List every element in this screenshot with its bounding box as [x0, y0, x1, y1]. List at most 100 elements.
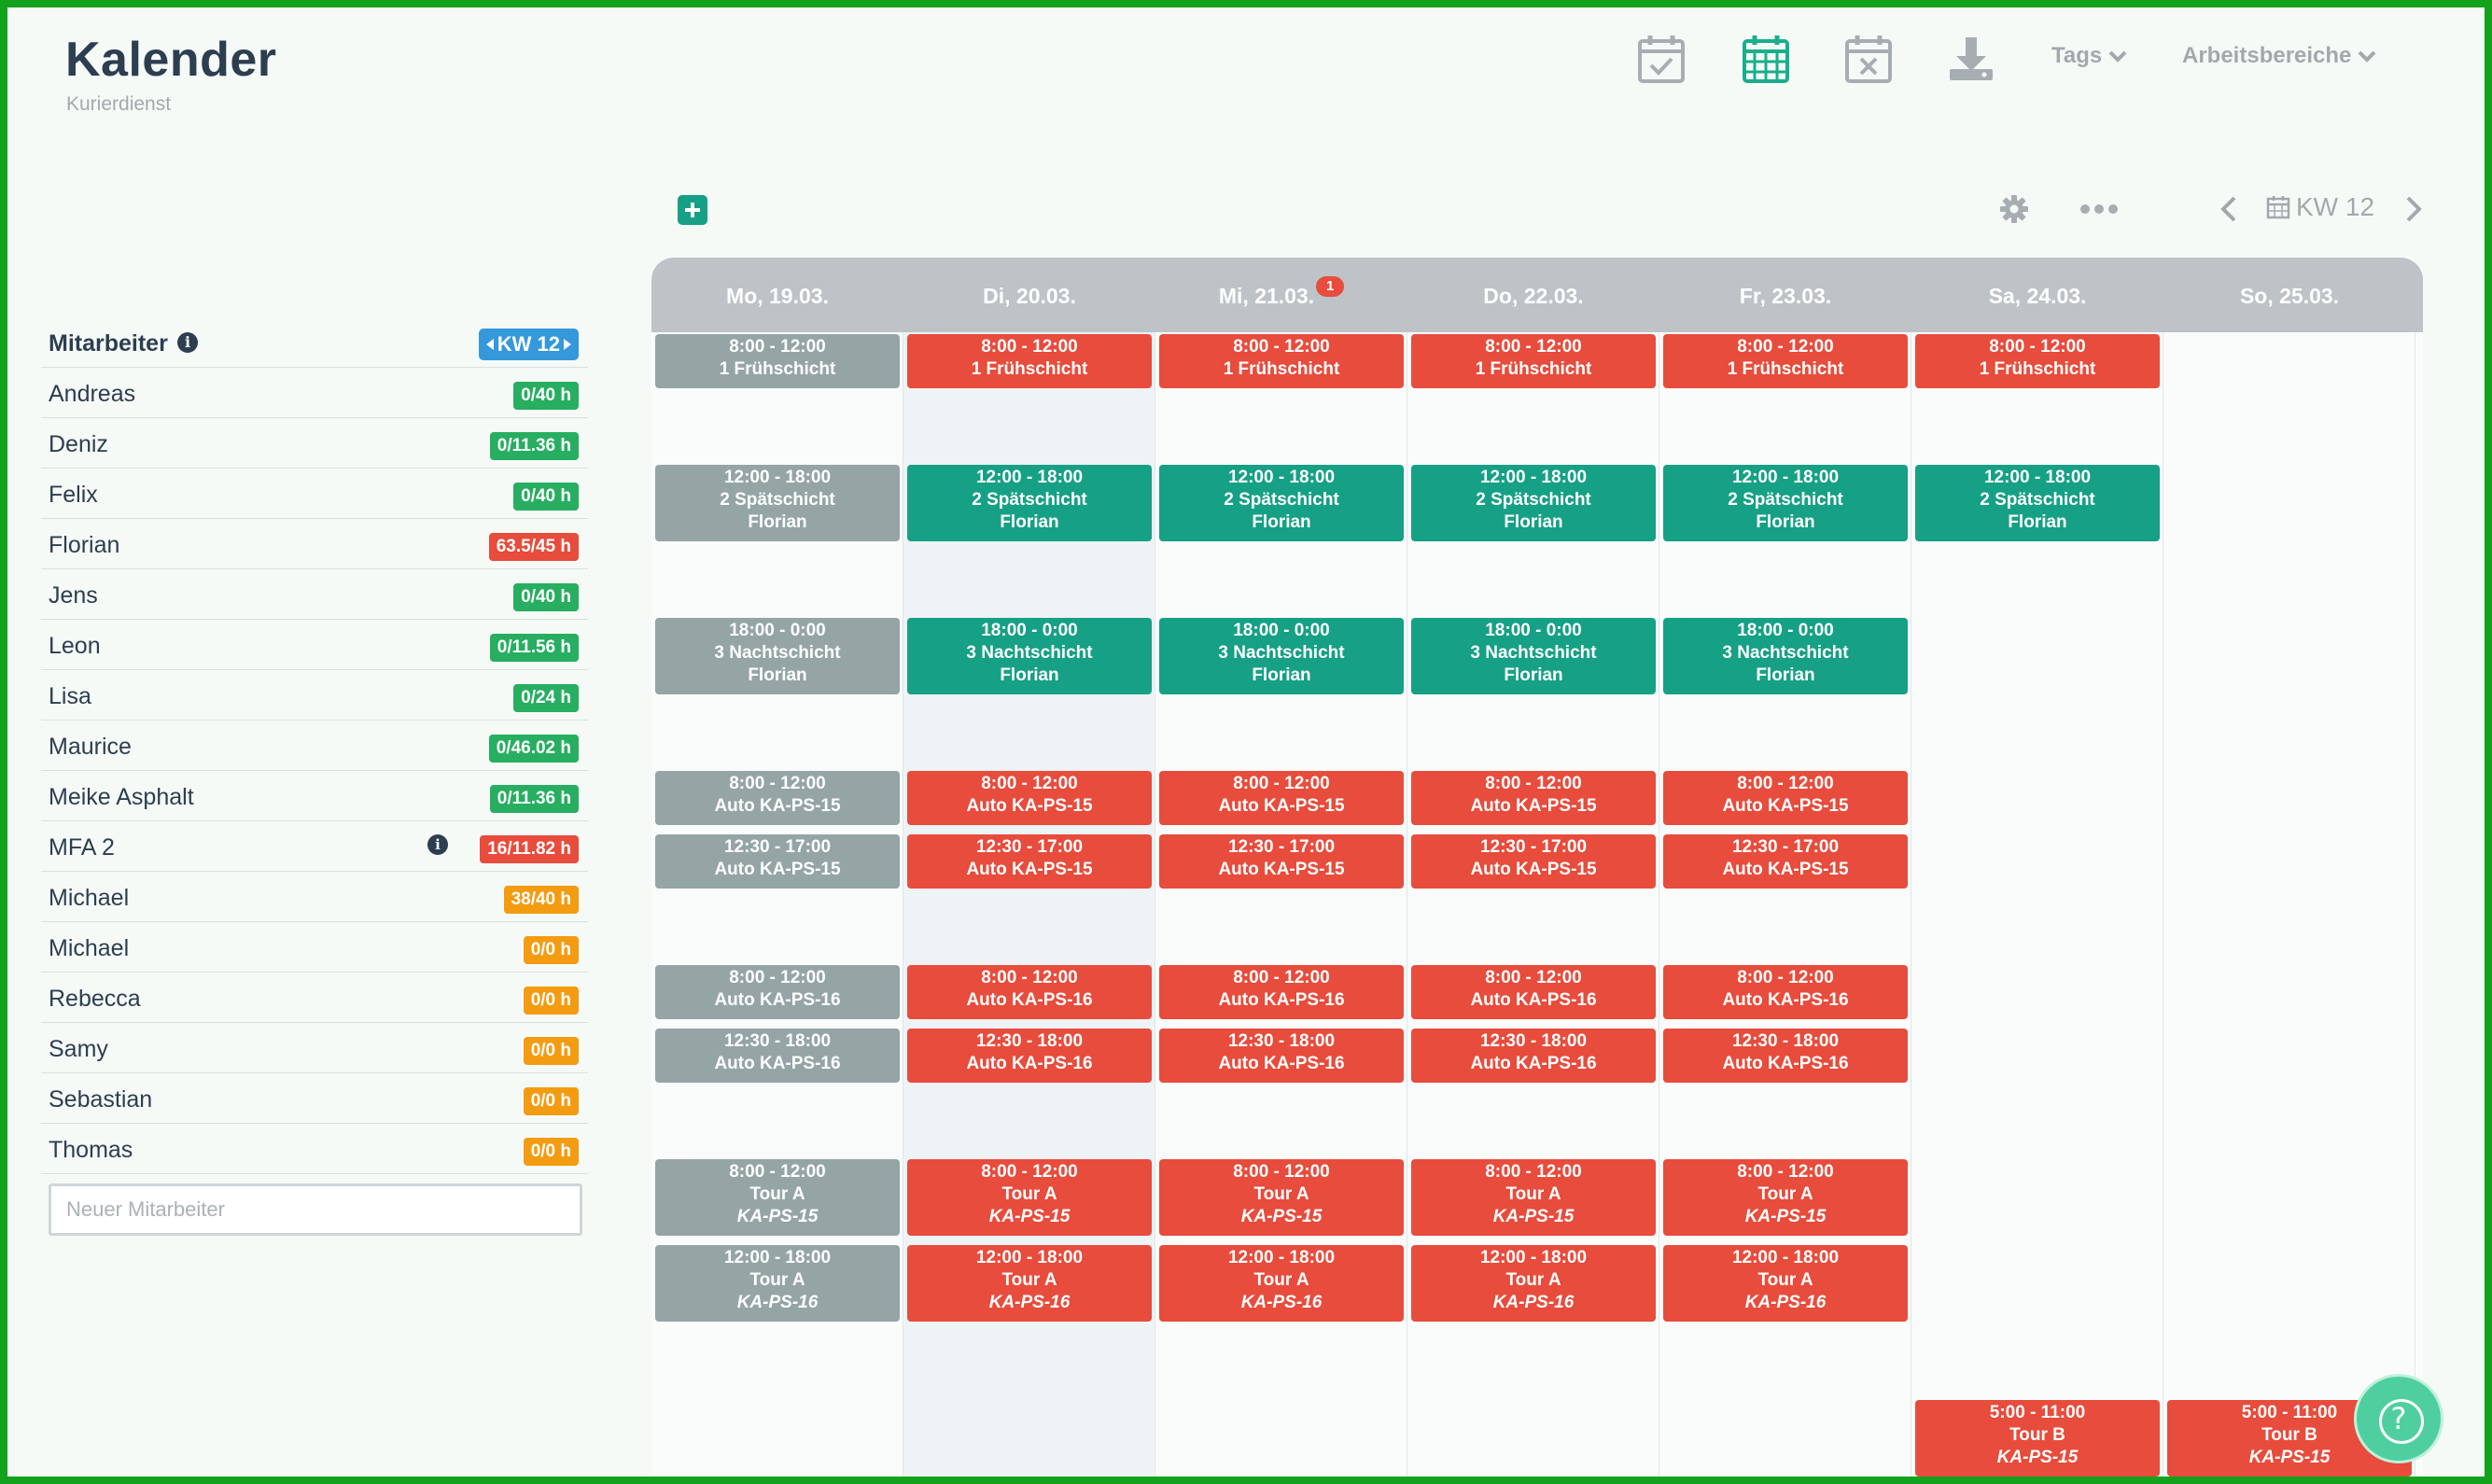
- chevron-left-icon[interactable]: [2218, 194, 2240, 224]
- shift-block[interactable]: 12:30 - 18:00 Auto KA-PS-16: [1663, 1029, 1908, 1083]
- info-icon[interactable]: i: [177, 332, 198, 353]
- new-employee-input[interactable]: [49, 1183, 582, 1236]
- shift-block[interactable]: 12:00 - 18:00 2 Spätschicht Florian: [655, 465, 900, 541]
- shift-detail: 1 Frühschicht: [1727, 359, 1844, 379]
- shift-block[interactable]: 12:00 - 18:00 2 Spätschicht Florian: [1411, 465, 1656, 541]
- shift-block[interactable]: 8:00 - 12:00 Auto KA-PS-16: [907, 965, 1152, 1019]
- shift-block[interactable]: 12:30 - 18:00 Auto KA-PS-16: [655, 1029, 900, 1083]
- notification-badge[interactable]: 1: [1316, 276, 1345, 297]
- shift-block[interactable]: 8:00 - 12:00 Auto KA-PS-15: [1663, 771, 1908, 825]
- day-column[interactable]: [2163, 332, 2415, 1484]
- shift-block[interactable]: 8:00 - 12:00 1 Frühschicht: [655, 334, 900, 388]
- employee-row[interactable]: MFA 2 i 16/11.82 h: [41, 821, 588, 872]
- shift-block[interactable]: 8:00 - 12:00 Tour A KA-PS-15: [1411, 1159, 1656, 1236]
- employee-row[interactable]: Maurice 0/46.02 h: [41, 721, 588, 771]
- employee-row[interactable]: Rebecca 0/0 h: [41, 973, 588, 1023]
- shift-detail: Auto KA-PS-16: [1722, 990, 1849, 1010]
- employee-row[interactable]: Jens 0/40 h: [41, 569, 588, 620]
- week-selector[interactable]: KW 12: [2266, 192, 2374, 222]
- employee-row[interactable]: Michael 38/40 h: [41, 872, 588, 922]
- shift-block[interactable]: 8:00 - 12:00 Auto KA-PS-16: [1159, 965, 1404, 1019]
- day-column[interactable]: [1407, 332, 1659, 1484]
- employee-row[interactable]: Samy 0/0 h: [41, 1023, 588, 1073]
- hours-badge: 0/0 h: [523, 1037, 579, 1065]
- employee-row[interactable]: Andreas 0/40 h: [41, 368, 588, 418]
- employee-row[interactable]: Meike Asphalt 0/11.36 h: [41, 771, 588, 821]
- shift-block[interactable]: 8:00 - 12:00 Auto KA-PS-15: [1411, 771, 1656, 825]
- shift-block[interactable]: 8:00 - 12:00 Tour A KA-PS-15: [1159, 1159, 1404, 1236]
- shift-block[interactable]: 8:00 - 12:00 Auto KA-PS-15: [907, 771, 1152, 825]
- shift-block[interactable]: 8:00 - 12:00 Auto KA-PS-15: [1159, 771, 1404, 825]
- tags-dropdown[interactable]: Tags: [2051, 43, 2128, 69]
- shift-block[interactable]: 8:00 - 12:00 Auto KA-PS-16: [1663, 965, 1908, 1019]
- shift-block[interactable]: 8:00 - 12:00 Auto KA-PS-16: [1411, 965, 1656, 1019]
- calendar-body: 8:00 - 12:00 1 Frühschicht 8:00 - 12:00 1 F…: [651, 332, 2423, 1484]
- shift-block[interactable]: 8:00 - 12:00 1 Frühschicht: [907, 334, 1152, 388]
- shift-block[interactable]: 5:00 - 11:00 Tour B KA-PS-15: [1915, 1400, 2160, 1477]
- shift-block[interactable]: 12:30 - 17:00 Auto KA-PS-15: [1663, 834, 1908, 889]
- employee-name: Deniz: [49, 431, 108, 457]
- download-icon[interactable]: [1947, 34, 1995, 84]
- shift-block[interactable]: 12:00 - 18:00 2 Spätschicht Florian: [907, 465, 1152, 541]
- employee-row[interactable]: Michael 0/0 h: [41, 922, 588, 973]
- shift-block[interactable]: 18:00 - 0:00 3 Nachtschicht Florian: [1411, 618, 1656, 694]
- shift-block[interactable]: 12:00 - 18:00 2 Spätschicht Florian: [1663, 465, 1908, 541]
- shift-block[interactable]: 12:00 - 18:00 2 Spätschicht Florian: [1915, 465, 2160, 541]
- shift-block[interactable]: 12:00 - 18:00 Tour A KA-PS-16: [1663, 1245, 1908, 1322]
- add-shift-button[interactable]: [678, 195, 707, 225]
- calendar-check-icon[interactable]: [1637, 34, 1686, 84]
- employee-row[interactable]: Thomas 0/0 h: [41, 1124, 588, 1174]
- shift-block[interactable]: 12:30 - 17:00 Auto KA-PS-15: [1159, 834, 1404, 889]
- shift-block[interactable]: 12:30 - 18:00 Auto KA-PS-16: [1159, 1029, 1404, 1083]
- employee-name: Michael: [49, 935, 130, 961]
- shift-block[interactable]: 18:00 - 0:00 3 Nachtschicht Florian: [907, 618, 1152, 694]
- employee-row[interactable]: Leon 0/11.56 h: [41, 620, 588, 670]
- shift-time: 8:00 - 12:00: [1233, 337, 1330, 357]
- info-icon[interactable]: i: [427, 834, 448, 855]
- shift-block[interactable]: 8:00 - 12:00 Auto KA-PS-15: [655, 771, 900, 825]
- employee-row[interactable]: Deniz 0/11.36 h: [41, 418, 588, 469]
- chevron-right-icon[interactable]: [2402, 194, 2425, 224]
- employee-row[interactable]: Lisa 0/24 h: [41, 670, 588, 721]
- employee-row[interactable]: Florian 63.5/45 h: [41, 519, 588, 569]
- shift-block[interactable]: 18:00 - 0:00 3 Nachtschicht Florian: [1159, 618, 1404, 694]
- shift-block[interactable]: 8:00 - 12:00 1 Frühschicht: [1663, 334, 1908, 388]
- shift-block[interactable]: 12:00 - 18:00 2 Spätschicht Florian: [1159, 465, 1404, 541]
- shift-detail: Tour A: [1505, 1270, 1561, 1290]
- shift-block[interactable]: 8:00 - 12:00 Tour A KA-PS-15: [655, 1159, 900, 1236]
- shift-block[interactable]: 8:00 - 12:00 1 Frühschicht: [1915, 334, 2160, 388]
- employee-row[interactable]: Sebastian 0/0 h: [41, 1073, 588, 1124]
- shift-block[interactable]: 8:00 - 12:00 1 Frühschicht: [1411, 334, 1656, 388]
- shift-detail: 2 Spätschicht: [972, 490, 1087, 510]
- shift-block[interactable]: 12:30 - 17:00 Auto KA-PS-15: [655, 834, 900, 889]
- shift-block[interactable]: 18:00 - 0:00 3 Nachtschicht Florian: [655, 618, 900, 694]
- shift-block[interactable]: 12:00 - 18:00 Tour A KA-PS-16: [1159, 1245, 1404, 1322]
- shift-block[interactable]: 8:00 - 12:00 Tour A KA-PS-15: [1663, 1159, 1908, 1236]
- shift-block[interactable]: 12:00 - 18:00 Tour A KA-PS-16: [1411, 1245, 1656, 1322]
- sidebar-week-badge[interactable]: KW 12: [478, 329, 579, 360]
- day-column[interactable]: [651, 332, 903, 1484]
- calendar-x-icon[interactable]: [1844, 34, 1893, 84]
- caret-left-icon[interactable]: [485, 339, 494, 350]
- day-column[interactable]: [1911, 332, 2163, 1484]
- help-button[interactable]: ?: [2354, 1374, 2443, 1463]
- more-icon[interactable]: [2079, 200, 2119, 218]
- shift-block[interactable]: 12:00 - 18:00 Tour A KA-PS-16: [655, 1245, 900, 1322]
- caret-right-icon[interactable]: [564, 339, 571, 350]
- employee-name: Leon: [49, 633, 101, 659]
- day-column[interactable]: [1155, 332, 1407, 1484]
- areas-dropdown[interactable]: Arbeitsbereiche: [2182, 43, 2377, 69]
- shift-block[interactable]: 12:30 - 17:00 Auto KA-PS-15: [907, 834, 1152, 889]
- shift-block[interactable]: 12:00 - 18:00 Tour A KA-PS-16: [907, 1245, 1152, 1322]
- day-column[interactable]: [1659, 332, 1911, 1484]
- shift-block[interactable]: 12:30 - 17:00 Auto KA-PS-15: [1411, 834, 1656, 889]
- shift-block[interactable]: 12:30 - 18:00 Auto KA-PS-16: [1411, 1029, 1656, 1083]
- shift-block[interactable]: 8:00 - 12:00 Auto KA-PS-16: [655, 965, 900, 1019]
- gear-icon[interactable]: [1999, 194, 2029, 224]
- shift-block[interactable]: 12:30 - 18:00 Auto KA-PS-16: [907, 1029, 1152, 1083]
- employee-row[interactable]: Felix 0/40 h: [41, 469, 588, 519]
- shift-block[interactable]: 8:00 - 12:00 1 Frühschicht: [1159, 334, 1404, 388]
- calendar-grid-icon[interactable]: [1742, 34, 1790, 84]
- shift-block[interactable]: 18:00 - 0:00 3 Nachtschicht Florian: [1663, 618, 1908, 694]
- shift-block[interactable]: 8:00 - 12:00 Tour A KA-PS-15: [907, 1159, 1152, 1236]
